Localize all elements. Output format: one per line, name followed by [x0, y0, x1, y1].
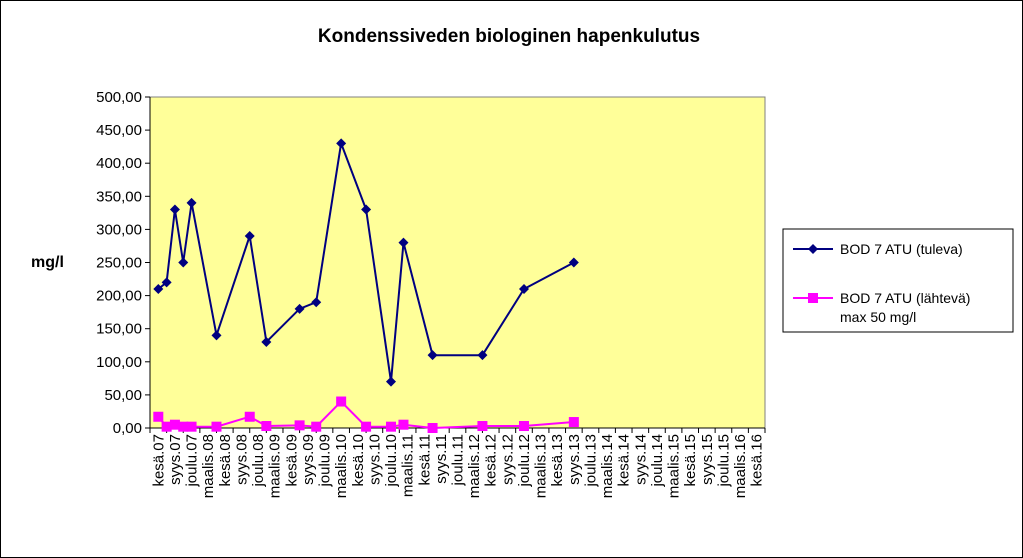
x-tick-label: kesä.08	[217, 434, 234, 487]
y-tick-label: 50,00	[104, 387, 142, 404]
x-axis: kesä.07 syys.07 joulu.07 maalis.08 kesä.08 sy…	[149, 428, 766, 498]
legend-label-lahteva-note: max 50 mg/l	[840, 309, 916, 325]
series-layer	[153, 138, 579, 433]
x-tick-label: kesä.11	[416, 434, 433, 485]
x-tick-label: maalis.09	[267, 434, 284, 498]
legend: BOD 7 ATU (tuleva) BOD 7 ATU (lähtevä) m…	[782, 228, 1014, 333]
x-tick-label: joulu.12	[516, 434, 533, 488]
data-point	[568, 417, 579, 428]
x-tick-label: kesä.10	[350, 434, 367, 487]
x-tick-label: maalis.14	[599, 434, 616, 498]
data-point	[427, 350, 438, 361]
x-tick-label: syys.07	[167, 434, 184, 485]
x-tick-label: joulu.13	[582, 434, 599, 488]
data-point	[244, 231, 255, 242]
x-tick-label: kesä.12	[483, 434, 500, 487]
y-tick-label: 0,00	[113, 420, 142, 437]
x-tick-label: maalis.13	[533, 434, 550, 498]
series-line-0	[157, 139, 575, 382]
legend-label-lahteva: BOD 7 ATU (lähtevä)	[840, 290, 970, 306]
x-tick-label: syys.14	[632, 434, 649, 485]
x-tick-label: syys.15	[699, 434, 716, 485]
x-tick-label: kesä.16	[749, 434, 766, 487]
data-point	[211, 421, 222, 432]
data-point	[361, 204, 372, 215]
data-point	[311, 297, 322, 308]
y-tick-label: 200,00	[96, 288, 142, 305]
data-point	[178, 421, 189, 432]
y-tick-label: 350,00	[96, 188, 142, 205]
data-point	[361, 421, 372, 432]
data-point	[169, 204, 180, 215]
data-point	[398, 419, 409, 430]
data-point	[294, 303, 305, 314]
y-tick-label: 450,00	[96, 122, 142, 139]
data-point	[186, 197, 197, 208]
x-tick-label: maalis.16	[732, 434, 749, 498]
y-tick-label: 300,00	[96, 221, 142, 238]
y-tick-label: 250,00	[96, 255, 142, 272]
data-point	[518, 421, 529, 432]
data-point	[169, 419, 180, 430]
x-tick-label: joulu.09	[317, 434, 334, 488]
x-tick-label: maalis.10	[333, 434, 350, 498]
data-point	[153, 411, 164, 422]
x-tick-label: joulu.08	[250, 434, 267, 488]
y-tick-label: 100,00	[96, 354, 142, 371]
data-point	[244, 411, 255, 422]
legend-marker-lahteva	[808, 293, 818, 303]
data-point	[161, 277, 172, 288]
legend-marker-tuleva	[808, 244, 818, 254]
x-tick-label: maalis.11	[400, 434, 417, 497]
x-tick-label: joulu.14	[649, 434, 666, 488]
data-point	[153, 283, 164, 294]
y-tick-label: 400,00	[96, 155, 142, 172]
data-point	[311, 421, 322, 432]
x-tick-label: kesä.09	[283, 434, 300, 487]
data-point	[336, 138, 347, 149]
y-tick-label: 500,00	[96, 89, 142, 106]
x-tick-label: joulu.07	[184, 434, 201, 488]
data-point	[261, 336, 272, 347]
y-axis: 0,00 50,00 100,00 150,00 200,00 250,00 300,00 3…	[96, 89, 150, 437]
data-point	[427, 423, 438, 433]
x-tick-label: syys.08	[233, 434, 250, 485]
data-point	[477, 350, 488, 361]
x-tick-label: maalis.15	[666, 434, 683, 498]
data-point	[186, 421, 197, 432]
data-point	[336, 396, 347, 407]
y-tick-label: 150,00	[96, 321, 142, 338]
plot-area	[149, 96, 766, 429]
x-tick-label: kesä.14	[616, 434, 633, 487]
x-tick-label: kesä.15	[682, 434, 699, 487]
x-tick-label: syys.10	[366, 434, 383, 485]
data-point	[211, 330, 222, 341]
data-point	[294, 420, 305, 431]
x-tick-label: syys.11	[433, 434, 450, 484]
legend-box	[782, 228, 1014, 333]
data-point	[518, 283, 529, 294]
data-point	[386, 421, 397, 432]
data-point	[178, 257, 189, 268]
x-tick-label: syys.13	[566, 434, 583, 485]
x-tick-label: joulu.10	[383, 434, 400, 488]
data-point	[398, 237, 409, 248]
data-point	[477, 421, 488, 432]
data-point	[161, 421, 172, 432]
legend-label-tuleva: BOD 7 ATU (tuleva)	[840, 241, 963, 257]
x-tick-label: syys.09	[300, 434, 317, 485]
x-tick-label: kesä.07	[150, 434, 167, 487]
chart-title: Kondenssiveden biologinen hapenkulutus	[318, 26, 700, 47]
x-tick-label: joulu.15	[715, 434, 732, 488]
x-tick-label: maalis.12	[466, 434, 483, 498]
data-point	[386, 376, 397, 387]
x-tick-label: syys.12	[499, 434, 516, 485]
x-tick-label: joulu.11	[450, 434, 467, 486]
x-tick-label: kesä.13	[549, 434, 566, 487]
x-tick-label: maalis.08	[200, 434, 217, 498]
data-point	[261, 421, 272, 432]
y-axis-label: mg/l	[31, 254, 64, 271]
data-point	[568, 257, 579, 268]
